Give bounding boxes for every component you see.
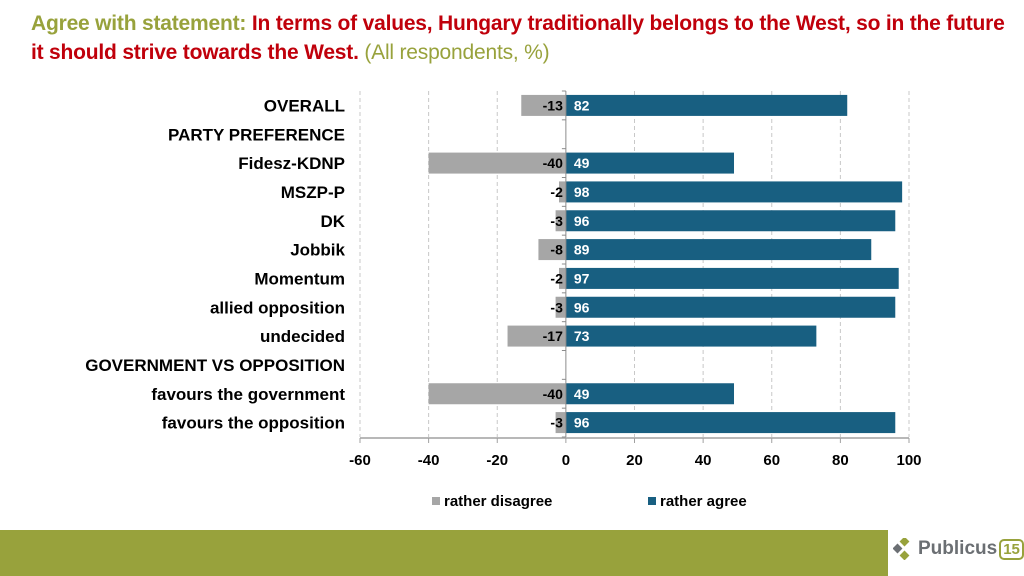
x-tick-label: -20 bbox=[486, 452, 508, 469]
x-axis: -60 -40 -20 0 20 40 60 80 100 bbox=[349, 90, 922, 469]
data-label-disagree: -40 bbox=[543, 386, 563, 402]
data-label-agree: 97 bbox=[574, 270, 590, 286]
x-tick-label: 0 bbox=[562, 452, 570, 469]
category-label: favours the opposition bbox=[162, 414, 345, 433]
x-tick-label: -40 bbox=[418, 452, 440, 469]
x-tick-label: 40 bbox=[695, 452, 712, 469]
chart-title: Agree with statement: In terms of values… bbox=[31, 9, 1011, 67]
bar-rather-agree bbox=[565, 94, 848, 116]
data-label-disagree: -2 bbox=[550, 184, 563, 200]
data-label-agree: 98 bbox=[574, 184, 590, 200]
bar-rather-disagree bbox=[428, 152, 566, 174]
legend-label: rather agree bbox=[660, 493, 747, 510]
x-tick-label: 20 bbox=[626, 452, 643, 469]
bar-rather-agree bbox=[565, 296, 896, 318]
diverging-bar-chart: -13 82 -40 49 -2 98 -3 96 -8 89 -2 97 -3 96 -17 73 -40 49… bbox=[85, 90, 922, 510]
category-label: allied opposition bbox=[210, 298, 345, 317]
category-label: OVERALL bbox=[264, 96, 345, 115]
logo-number: 15 bbox=[999, 538, 1024, 560]
bar-rather-agree bbox=[565, 210, 896, 232]
legend-label: rather disagree bbox=[444, 493, 552, 510]
category-label: undecided bbox=[260, 327, 345, 346]
bars: -13 82 -40 49 -2 98 -3 96 -8 89 -2 97 -3 96 -17 73 -40 49… bbox=[428, 94, 903, 434]
category-label: PARTY PREFERENCE bbox=[168, 125, 345, 144]
bar-rather-agree bbox=[565, 152, 735, 174]
data-label-agree: 73 bbox=[574, 328, 590, 344]
data-label-agree: 82 bbox=[574, 97, 590, 113]
bar-rather-disagree bbox=[559, 267, 566, 289]
bar-rather-agree bbox=[565, 181, 903, 203]
data-label-agree: 96 bbox=[574, 415, 590, 431]
data-label-disagree: -3 bbox=[550, 299, 563, 315]
data-label-agree: 89 bbox=[574, 242, 590, 258]
bar-rather-disagree bbox=[521, 94, 566, 116]
data-label-disagree: -40 bbox=[543, 155, 563, 171]
category-label: Momentum bbox=[254, 269, 345, 288]
data-label-disagree: -13 bbox=[543, 97, 563, 113]
bar-rather-disagree bbox=[507, 325, 566, 347]
logo-text: Publicus bbox=[918, 538, 998, 559]
data-label-disagree: -3 bbox=[550, 213, 563, 229]
data-label-agree: 96 bbox=[574, 213, 590, 229]
x-tick-label: 60 bbox=[763, 452, 780, 469]
x-tick-label: 100 bbox=[896, 452, 921, 469]
gridlines bbox=[359, 91, 910, 437]
category-label: Fidesz-KDNP bbox=[238, 154, 345, 173]
data-label-agree: 49 bbox=[574, 155, 590, 171]
x-tick-label: -60 bbox=[349, 452, 371, 469]
footer-bar bbox=[0, 530, 888, 576]
category-label: Jobbik bbox=[290, 241, 345, 260]
data-label-disagree: -3 bbox=[550, 415, 563, 431]
bar-rather-agree bbox=[565, 412, 896, 434]
bar-rather-disagree bbox=[428, 383, 566, 405]
category-label: MSZP-P bbox=[281, 183, 345, 202]
data-label-disagree: -17 bbox=[543, 328, 563, 344]
publicus-logo-icon bbox=[893, 538, 910, 560]
bar-rather-agree bbox=[565, 325, 817, 347]
title-statement: In terms of values, Hungary traditionall… bbox=[31, 12, 1005, 64]
bar-rather-disagree bbox=[555, 412, 566, 434]
data-label-agree: 49 bbox=[574, 386, 590, 402]
category-label: GOVERNMENT VS OPPOSITION bbox=[85, 356, 345, 375]
legend-swatch bbox=[432, 497, 440, 505]
publicus-logo: Publicus 15 bbox=[893, 538, 1024, 560]
data-label-disagree: -8 bbox=[550, 242, 563, 258]
title-note: (All respondents, %) bbox=[364, 41, 550, 64]
title-prefix: Agree with statement: bbox=[31, 12, 247, 35]
bar-rather-agree bbox=[565, 267, 899, 289]
data-label-disagree: -2 bbox=[550, 270, 563, 286]
bar-rather-agree bbox=[565, 383, 735, 405]
legend-swatch bbox=[648, 497, 656, 505]
bar-rather-agree bbox=[565, 239, 872, 261]
category-labels: OVERALL PARTY PREFERENCE Fidesz-KDNP MSZP-P… bbox=[85, 96, 345, 432]
category-label: DK bbox=[320, 212, 345, 231]
x-tick-label: 80 bbox=[832, 452, 849, 469]
bar-rather-disagree bbox=[555, 210, 566, 232]
category-label: favours the government bbox=[151, 385, 345, 404]
bar-rather-disagree bbox=[555, 296, 566, 318]
bar-rather-disagree bbox=[538, 239, 566, 261]
data-label-agree: 96 bbox=[574, 299, 590, 315]
bar-rather-disagree bbox=[559, 181, 566, 203]
legend: rather disagree rather agree bbox=[432, 493, 747, 510]
